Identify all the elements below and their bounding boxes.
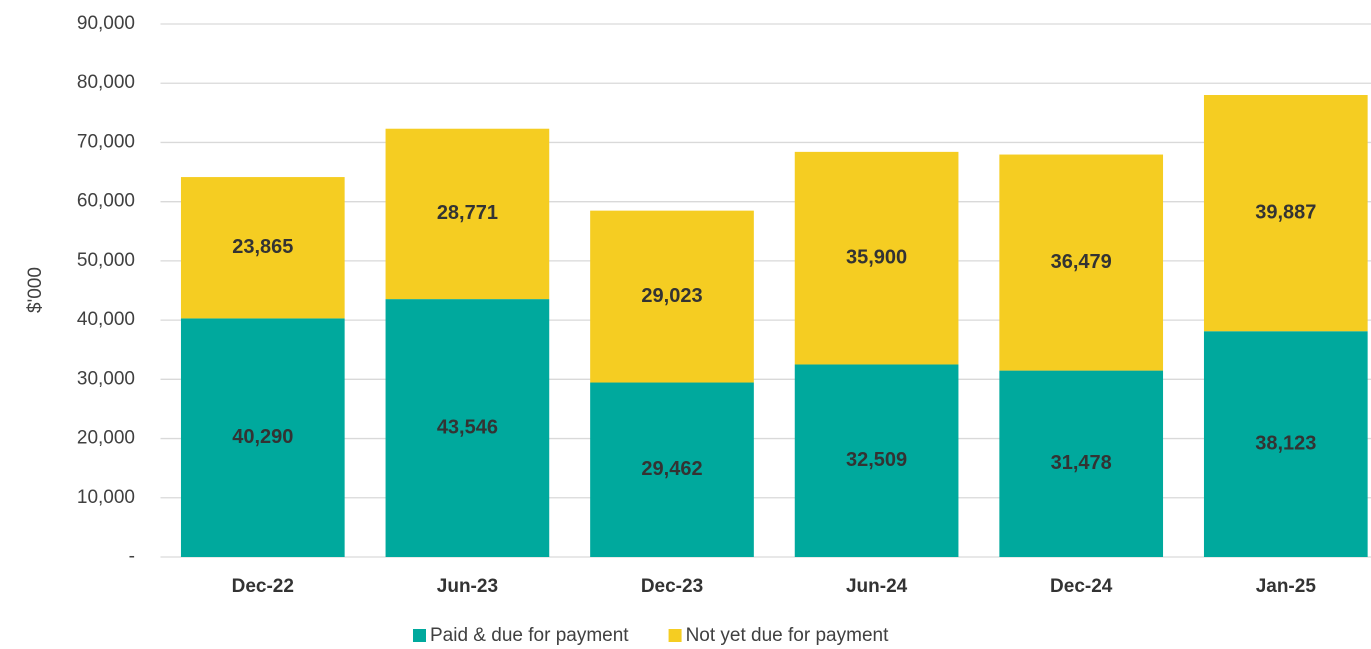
y-tick-label: 10,000 bbox=[77, 487, 135, 508]
legend-swatch bbox=[413, 629, 426, 642]
bar-segment bbox=[590, 382, 754, 557]
y-tick-label: - bbox=[129, 546, 135, 567]
legend-swatch bbox=[668, 629, 682, 642]
data-label: 35,900 bbox=[846, 246, 907, 268]
y-axis-label: $'000 bbox=[25, 267, 46, 313]
data-label: 29,023 bbox=[641, 285, 702, 307]
bar-segment bbox=[385, 128, 550, 300]
data-label: 23,865 bbox=[232, 236, 293, 258]
bar-segment bbox=[999, 154, 1164, 371]
bar-segment bbox=[999, 370, 1164, 557]
data-label: 38,123 bbox=[1255, 432, 1316, 454]
y-tick-label: 60,000 bbox=[77, 191, 135, 212]
legend-label: Paid & due for payment bbox=[430, 625, 629, 646]
bar-segment bbox=[794, 364, 959, 557]
data-label: 36,479 bbox=[1051, 251, 1112, 273]
y-tick-label: 80,000 bbox=[77, 72, 135, 93]
bar-segment bbox=[180, 177, 345, 319]
legend-label: Not yet due for payment bbox=[686, 625, 889, 646]
bar-segment bbox=[385, 299, 550, 557]
y-tick-label: 90,000 bbox=[77, 13, 135, 34]
x-tick-label: Dec-23 bbox=[641, 576, 703, 597]
data-label: 43,546 bbox=[437, 416, 498, 438]
bar-segment bbox=[1203, 95, 1368, 332]
data-label: 32,509 bbox=[846, 449, 907, 471]
y-tick-label: 40,000 bbox=[77, 309, 135, 330]
y-tick-label: 30,000 bbox=[77, 368, 135, 389]
x-tick-label: Dec-22 bbox=[232, 576, 294, 597]
y-tick-label: 70,000 bbox=[77, 131, 135, 152]
data-label: 40,290 bbox=[232, 426, 293, 448]
data-label: 28,771 bbox=[437, 202, 498, 224]
x-tick-label: Jan-25 bbox=[1256, 576, 1317, 597]
bar-segment bbox=[180, 318, 345, 557]
data-label: 31,478 bbox=[1051, 452, 1112, 474]
bar-segment bbox=[794, 151, 959, 365]
x-tick-label: Jun-23 bbox=[437, 576, 498, 597]
data-label: 39,887 bbox=[1255, 201, 1316, 223]
y-tick-label: 20,000 bbox=[77, 428, 135, 449]
data-label: 29,462 bbox=[641, 458, 702, 480]
bar-segment bbox=[1203, 331, 1368, 557]
bar-segment bbox=[590, 210, 754, 383]
x-tick-label: Dec-24 bbox=[1050, 576, 1113, 597]
x-tick-label: Jun-24 bbox=[846, 576, 908, 597]
y-tick-label: 50,000 bbox=[77, 250, 135, 271]
